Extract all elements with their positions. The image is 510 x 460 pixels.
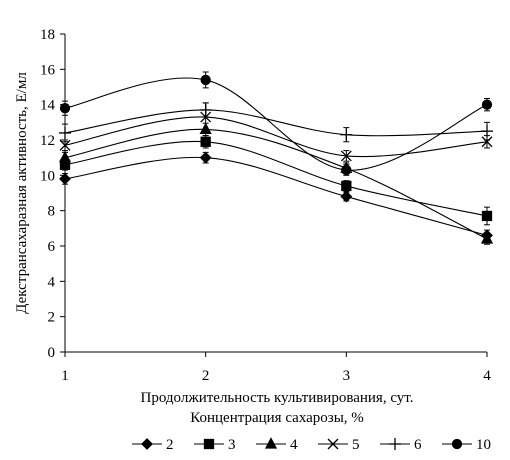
legend-item-5: 5 — [318, 437, 360, 453]
legend-item-6: 6 — [380, 437, 422, 453]
data-point-6 — [59, 126, 71, 139]
legend-title: Концентрация сахарозы, % — [190, 410, 364, 426]
series-line-4 — [64, 128, 488, 240]
y-tick-label: 10 — [40, 168, 55, 184]
data-point-10 — [59, 103, 71, 114]
legend-item-10: 10 — [442, 437, 491, 453]
data-point-6 — [340, 128, 353, 141]
series-line-5 — [64, 116, 488, 158]
legend-label: 3 — [228, 437, 236, 453]
legend-marker — [203, 438, 215, 450]
data-point-4 — [480, 232, 494, 244]
y-axis-label: Декстрансахаразная активность, Е/мл — [14, 72, 30, 314]
legend-label: 6 — [414, 437, 422, 453]
data-point-3 — [341, 180, 352, 192]
legend-label: 2 — [166, 437, 174, 453]
legend-marker — [141, 438, 153, 450]
x-axis-label: Продолжительность культивирования, сут. — [141, 390, 414, 406]
x-tick-label: 2 — [202, 368, 210, 384]
data-point-6 — [199, 103, 212, 116]
y-tick-label: 14 — [40, 98, 56, 114]
legend-label: 4 — [290, 437, 298, 453]
data-point-2 — [340, 190, 353, 203]
y-tick-label: 18 — [40, 27, 55, 43]
data-point-10 — [341, 164, 352, 176]
data-point-5 — [481, 136, 493, 148]
series-line-3 — [64, 140, 488, 217]
data-point-2 — [199, 151, 212, 164]
legend-item-3: 3 — [194, 437, 236, 453]
data-point-6 — [481, 125, 493, 138]
series-10 — [59, 71, 493, 176]
legend-item-4: 4 — [256, 437, 298, 453]
series-line-2 — [64, 156, 488, 236]
x-tick-label: 1 — [61, 368, 69, 384]
legend: 2 3 4 5 6 10 — [132, 437, 491, 453]
data-point-4 — [58, 150, 72, 163]
data-point-5 — [340, 150, 352, 162]
legend-item-2: 2 — [132, 437, 174, 453]
legend-marker — [389, 438, 401, 450]
series-layer — [58, 71, 494, 245]
legend-marker — [327, 438, 339, 450]
legend-marker — [264, 437, 278, 449]
y-tick-label: 4 — [48, 274, 56, 290]
legend-label: 5 — [352, 437, 360, 453]
data-point-3 — [200, 136, 211, 147]
series-5 — [59, 102, 493, 162]
data-point-10 — [200, 74, 211, 86]
x-tick-label: 4 — [483, 368, 491, 384]
data-point-10 — [481, 99, 493, 110]
y-tick-label: 0 — [48, 345, 56, 361]
series-2 — [59, 151, 493, 242]
y-tick-label: 2 — [48, 310, 56, 326]
series-line-10 — [64, 77, 488, 171]
data-point-2 — [59, 172, 71, 185]
legend-marker — [451, 438, 463, 450]
series-6 — [59, 102, 493, 143]
series-3 — [59, 135, 493, 226]
y-tick-label: 6 — [48, 239, 56, 255]
data-point-5 — [59, 139, 71, 151]
x-tick-label: 3 — [343, 368, 351, 384]
series-line-6 — [64, 109, 488, 137]
y-tick-label: 8 — [48, 204, 56, 220]
y-tick-label: 16 — [40, 62, 56, 78]
y-tick-label: 12 — [40, 133, 55, 149]
data-point-3 — [481, 210, 493, 222]
legend-label: 10 — [476, 437, 491, 453]
